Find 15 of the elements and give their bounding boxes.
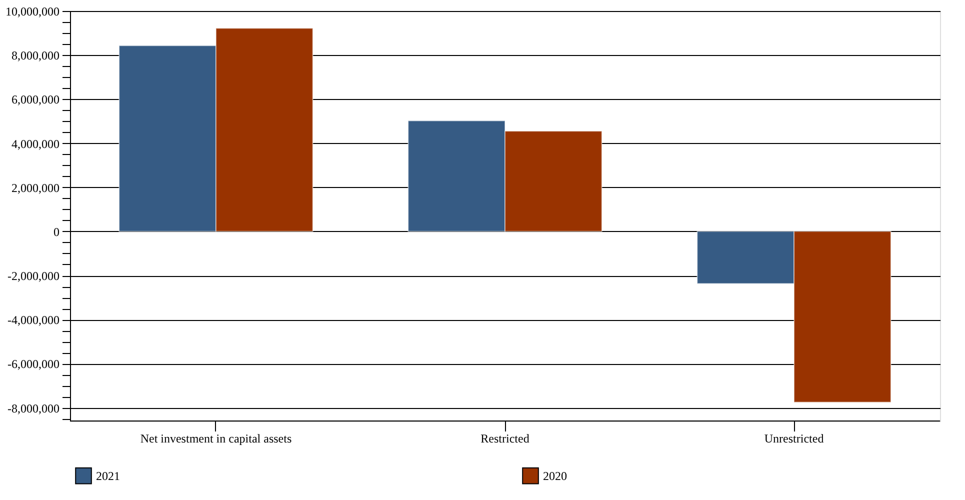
- y-tick-label: 2,000,000: [12, 180, 60, 195]
- y-tick-label: 6,000,000: [12, 92, 60, 107]
- y-tick-label: -2,000,000: [8, 269, 60, 284]
- y-tick-label: 0: [54, 224, 60, 239]
- x-tick-label: Restricted: [480, 432, 530, 446]
- legend-label: 2021: [96, 468, 120, 483]
- y-tick-label: 10,000,000: [6, 4, 60, 18]
- x-tick-label: Unrestricted: [764, 432, 824, 446]
- x-tick-label: Net investment in capital assets: [140, 432, 292, 446]
- y-tick-label: -6,000,000: [8, 357, 60, 372]
- y-tick-label: 8,000,000: [12, 48, 60, 63]
- legend-label: 2020: [543, 468, 567, 483]
- y-tick-label: 4,000,000: [12, 136, 60, 151]
- y-tick-label: -8,000,000: [8, 401, 60, 416]
- y-tick-label: -4,000,000: [8, 313, 60, 328]
